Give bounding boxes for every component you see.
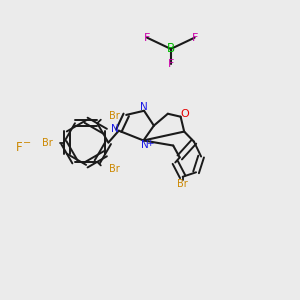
Text: N: N: [111, 124, 119, 134]
Text: F: F: [16, 140, 22, 154]
Text: N: N: [140, 102, 148, 112]
Text: N: N: [141, 140, 149, 150]
Text: −: −: [22, 139, 31, 148]
Text: Br: Br: [109, 164, 119, 174]
Text: F: F: [168, 59, 174, 69]
Text: +: +: [146, 139, 154, 148]
Text: O: O: [180, 109, 189, 119]
Text: F: F: [191, 33, 198, 43]
Text: Br: Br: [42, 138, 52, 148]
Text: F: F: [144, 33, 150, 43]
Text: Br: Br: [177, 179, 188, 189]
Text: Br: Br: [109, 111, 119, 121]
Text: B: B: [167, 42, 175, 56]
